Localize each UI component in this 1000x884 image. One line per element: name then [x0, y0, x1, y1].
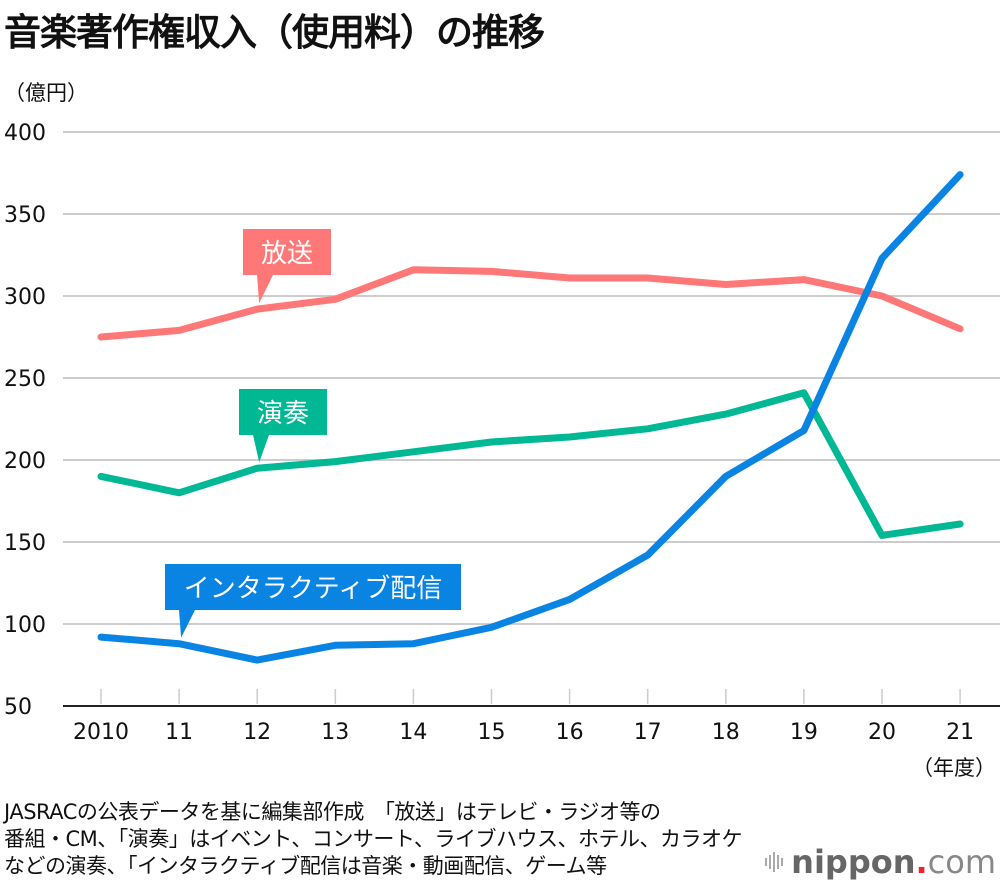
- callout-pointer: [179, 610, 195, 638]
- y-axis-unit-label: （億円）: [4, 81, 88, 105]
- series-callout-label: 放送: [243, 229, 331, 304]
- x-tick-label: 18: [712, 720, 740, 745]
- callout-box: [243, 229, 331, 275]
- callout-pointer: [257, 275, 273, 304]
- logo-wordmark: nippon: [791, 843, 916, 881]
- x-tick-label: 21: [946, 720, 974, 745]
- x-tick-label: 12: [243, 720, 271, 745]
- y-tick-label: 200: [4, 449, 46, 474]
- x-tick-label: 15: [478, 720, 506, 745]
- footer-note-line-3: などの演奏、「インタラクティブ配信は音楽・動画配信、ゲーム等: [4, 854, 607, 878]
- series-callout-label: インタラクティブ配信: [165, 564, 461, 638]
- nippon-logo: nippon. com: [765, 842, 996, 882]
- x-tick-label: 13: [321, 720, 349, 745]
- callout-box: [165, 564, 461, 610]
- series-line-インタラクティブ配信: [97, 171, 964, 664]
- footer-note-line-2: 番組・CM、「演奏」はイベント、コンサート、ライブハウス、ホテル、カラオケ: [4, 827, 742, 851]
- x-tick-label: 17: [634, 720, 662, 745]
- x-tick-label: 19: [790, 720, 818, 745]
- y-tick-label: 400: [4, 121, 46, 146]
- series-line-放送: [97, 266, 964, 341]
- callout-text: インタラクティブ配信: [184, 574, 442, 604]
- y-tick-label: 50: [4, 695, 32, 720]
- callout-box: [239, 389, 327, 435]
- chart-title: 音楽著作権収入（使用料）の推移: [4, 11, 545, 54]
- line-chart: （億円） 50 100 150 200 250 300 350 400 2010 11 12 13 14 1…: [4, 81, 1000, 780]
- series-line-演奏: [97, 389, 964, 539]
- callout-text: 放送: [261, 239, 313, 269]
- callout-text: 演奏: [257, 399, 309, 429]
- series-callout-label: 演奏: [239, 389, 327, 463]
- callout-pointer: [253, 435, 269, 463]
- logo-dot: .: [915, 843, 928, 881]
- sound-wave-icon: [765, 852, 784, 872]
- footer-note-line-1: JASRACの公表データを基に編集部作成 「放送」はテレビ・ラジオ等の: [4, 800, 661, 824]
- x-tick-label: 14: [399, 720, 427, 745]
- x-axis-unit-label: （年度）: [912, 756, 996, 780]
- x-tick-label: 20: [868, 720, 896, 745]
- x-tick-label: 11: [165, 720, 193, 745]
- y-tick-label: 250: [4, 367, 46, 392]
- y-tick-label: 100: [4, 613, 46, 638]
- x-tick-label: 2010: [73, 720, 129, 745]
- y-tick-label: 300: [4, 285, 46, 310]
- x-tick-label: 16: [556, 720, 584, 745]
- y-tick-label: 350: [4, 203, 46, 228]
- logo-suffix: com: [927, 843, 996, 881]
- y-tick-label: 150: [4, 531, 46, 556]
